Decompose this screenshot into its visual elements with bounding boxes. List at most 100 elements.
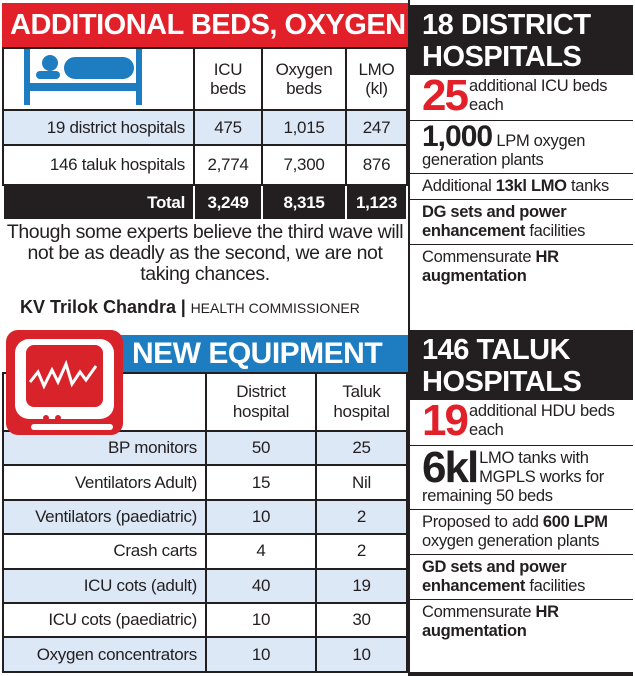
cell: 876 [345,144,408,186]
table-row: 146 taluk hospitals 2,774 7,300 876 [2,144,408,186]
cell: 2 [315,498,408,536]
district-item-lmo: Additional 13kl LMO tanks [410,174,633,200]
col-district: District hospital [205,372,317,432]
cell: 1,015 [261,109,347,146]
district-item-hr: Commensurate HR augmentation [410,245,633,289]
row-label: ICU cots (paediatric) [2,601,207,639]
row-label: ICU cots (adult) [2,567,207,604]
table-row: ICU cots (paediatric) 10 30 [2,601,408,639]
item-bold: HR augmentation [422,248,559,285]
item-text: LMO tanks with MGPLS works for remaining… [422,449,604,505]
cell: 19 [315,567,408,604]
item-text: additional ICU beds each [468,77,608,114]
column-divider [408,0,410,676]
beds-table: ICU beds Oxygen beds LMO (kl) 19 distric… [2,47,408,221]
author-name: KV Trilok Chandra [20,297,177,317]
item-text: LPM oxygen generation plants [422,132,586,169]
big-number: 25 [422,71,469,120]
district-panel: 18 DISTRICT HOSPITALS 25 additional ICU be… [410,5,633,289]
row-label: Ventilators (paediatric) [2,498,207,536]
cell: 30 [315,601,408,639]
cell: 2 [315,533,408,570]
bed-icon [2,47,195,111]
taluk-item-hr: Commensurate HR augmentation [410,600,633,644]
quote-author: KV Trilok Chandra | HEALTH COMMISSIONER [20,297,360,318]
taluk-item-oxygen: Proposed to add 600 LPM oxygen generatio… [410,510,633,555]
equipment-section-title: NEW EQUIPMENT [120,335,408,373]
table-row: ICU cots (adult) 40 19 [2,567,408,604]
cell: 10 [205,601,317,639]
cell: 475 [193,109,263,146]
item-bold: GD sets and power enhancement [422,558,567,595]
title-line: 146 TALUK [422,334,571,366]
district-title: 18 DISTRICT HOSPITALS [410,5,633,75]
table-row: 19 district hospitals 475 1,015 247 [2,109,408,146]
row-label: Crash carts [2,533,207,570]
bottom-rule [410,672,633,676]
taluk-title: 146 TALUK HOSPITALS [410,330,633,400]
district-item-icu: 25 additional ICU beds each [410,71,633,121]
big-number: 1,000 [422,120,493,153]
cell: Nil [315,464,408,501]
table-row: Oxygen concentrators 10 10 [2,636,408,673]
item-text: additional HDU beds each [468,402,615,439]
cell: 7,300 [261,144,347,186]
big-number: 6kl [422,443,479,492]
table-row: Ventilators (paediatric) 10 2 [2,498,408,536]
cell: 4 [205,533,317,570]
cell: 40 [205,567,317,604]
row-label: BP monitors [2,429,207,467]
item-text: facilities [525,577,586,595]
big-number: 19 [422,396,469,445]
col-lmo: LMO (kl) [345,47,408,111]
title-line: HOSPITALS [422,366,582,398]
row-label: 19 district hospitals [2,109,195,146]
title-line: HOSPITALS [422,41,582,73]
cell: 3,249 [193,184,263,221]
equipment-table: District hospital Taluk hospital BP moni… [2,372,408,673]
cell: 10 [315,636,408,673]
cell: 15 [205,464,317,501]
item-text: Additional [422,177,496,195]
cell: 2,774 [193,144,263,186]
row-label: Oxygen concentrators [2,636,207,673]
row-label: Ventilators Adult) [2,464,207,501]
table-row: BP monitors 50 25 [2,429,408,467]
col-taluk: Taluk hospital [315,372,408,432]
equipment-title-text: NEW EQUIPMENT [132,337,383,370]
item-bold: 600 LPM [542,513,608,531]
monitor-icon [6,330,123,435]
beds-section-title: ADDITIONAL BEDS, OXYGEN [2,3,408,47]
district-item-dg: DG sets and power enhancement facilities [410,200,633,245]
item-bold: HR augmentation [422,603,559,640]
table-row: Ventilators Adult) 15 Nil [2,464,408,501]
cell: 25 [315,429,408,467]
cell: 8,315 [261,184,347,221]
row-label: 146 taluk hospitals [2,144,195,186]
cell: 247 [345,109,408,146]
item-text: Commensurate [422,248,536,266]
total-row: Total 3,249 8,315 1,123 [2,184,408,221]
cell: 10 [205,636,317,673]
taluk-item-hdu: 19 additional HDU beds each [410,396,633,446]
item-bold: 13kl LMO [495,177,567,195]
taluk-item-gd: GD sets and power enhancement facilities [410,555,633,600]
row-label: Total [2,184,195,221]
col-icu-beds: ICU beds [193,47,263,111]
cell: 50 [205,429,317,467]
item-text: oxygen generation plants [422,532,600,550]
author-role: HEALTH COMMISSIONER [190,300,360,316]
table-row: Crash carts 4 2 [2,533,408,570]
separator: | [180,297,186,317]
taluk-item-lmo: 6kl LMO tanks with MGPLS works for remain… [410,446,633,510]
taluk-panel: 146 TALUK HOSPITALS 19 additional HDU beds… [410,330,633,644]
col-oxygen-beds: Oxygen beds [261,47,347,111]
item-text: facilities [525,222,586,240]
district-item-oxygen: 1,000 LPM oxygen generation plants [410,121,633,174]
item-text: Proposed to add [422,513,543,531]
item-bold: DG sets and power enhancement [422,203,567,240]
item-text: Commensurate [422,603,536,621]
cell: 10 [205,498,317,536]
item-text: tanks [566,177,609,195]
title-line: 18 DISTRICT [422,9,591,41]
